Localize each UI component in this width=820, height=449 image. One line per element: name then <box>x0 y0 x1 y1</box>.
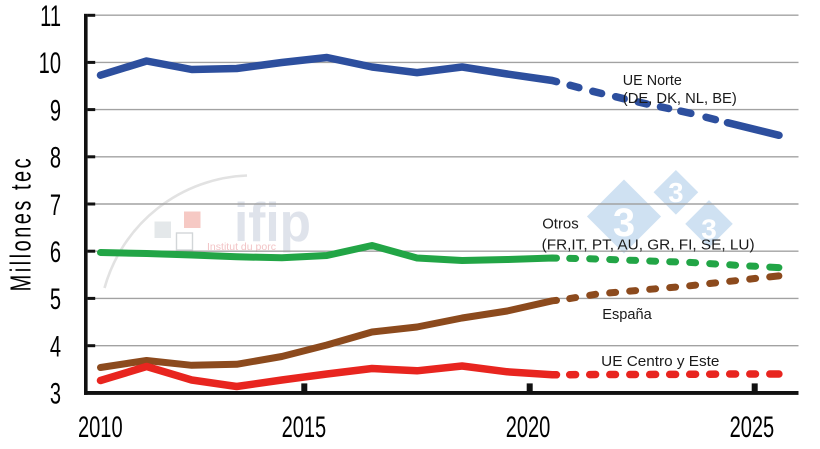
svg-text:6: 6 <box>50 236 61 269</box>
svg-text:2015: 2015 <box>282 411 327 444</box>
svg-text:10: 10 <box>39 47 61 80</box>
svg-text:2025: 2025 <box>730 411 775 444</box>
svg-text:UE Norte: UE Norte <box>623 72 682 89</box>
svg-text:9: 9 <box>50 95 61 128</box>
svg-text:7: 7 <box>50 189 61 222</box>
svg-text:4: 4 <box>50 331 61 364</box>
svg-text:Millones tec: Millones tec <box>6 158 37 291</box>
svg-text:2020: 2020 <box>506 411 551 444</box>
svg-text:(FR,IT, PT, AU, GR, FI, SE, LU: (FR,IT, PT, AU, GR, FI, SE, LU) <box>542 237 755 254</box>
svg-text:Otros: Otros <box>542 216 579 233</box>
svg-text:(DE, DK, NL, BE): (DE, DK, NL, BE) <box>623 90 737 107</box>
svg-text:2010: 2010 <box>78 411 123 444</box>
svg-text:8: 8 <box>50 142 61 175</box>
svg-text:UE Centro y Este: UE Centro y Este <box>601 353 719 370</box>
svg-text:3: 3 <box>50 378 61 411</box>
svg-text:5: 5 <box>50 283 61 316</box>
svg-text:España: España <box>602 306 652 323</box>
svg-text:11: 11 <box>40 0 61 33</box>
